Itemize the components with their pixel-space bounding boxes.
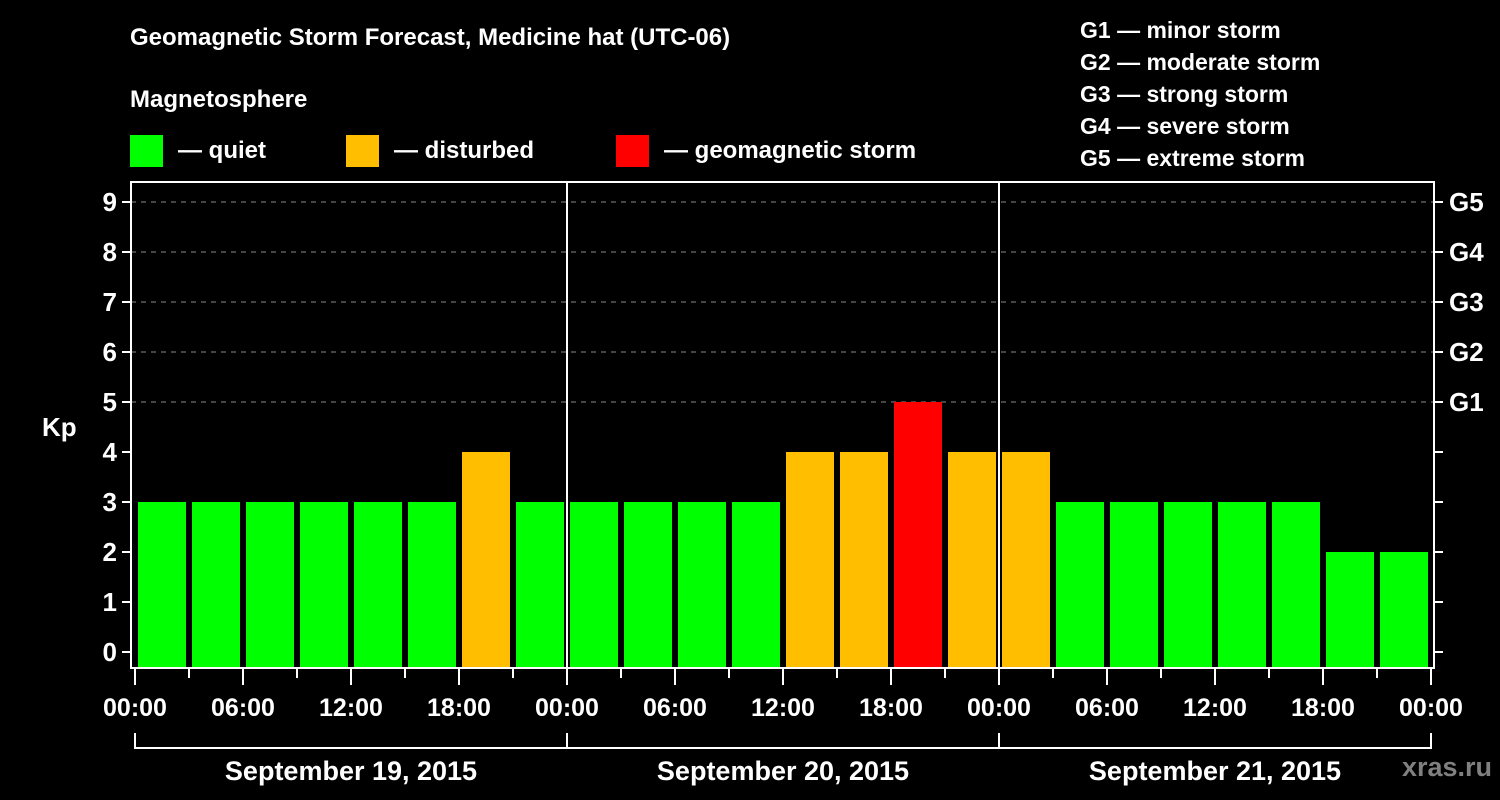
day-bracket-0 [134, 733, 568, 749]
bar-17 [1056, 502, 1104, 668]
bar-8 [570, 502, 618, 668]
y2tick-label-G1: G1 [1449, 387, 1484, 417]
xtick-label-7: 18:00 [859, 694, 923, 722]
bar-16 [1002, 452, 1050, 668]
ytick-label-0: 0 [103, 637, 117, 667]
bar-6 [462, 452, 510, 668]
xtick-label-9: 06:00 [1075, 694, 1139, 722]
ytick-label-2: 2 [103, 537, 117, 567]
day-bracket-2 [998, 733, 1432, 749]
legend-label-quiet: — quiet [178, 137, 266, 164]
watermark: xras.ru [1401, 752, 1492, 782]
legend-item-quiet: — quiet [130, 135, 266, 167]
bar-0 [138, 502, 186, 668]
ytick-label-5: 5 [103, 387, 117, 417]
day-label-2: September 21, 2015 [1089, 756, 1341, 786]
bar-18 [1110, 502, 1158, 668]
ytick-label-7: 7 [103, 287, 117, 317]
chart-subtitle: Magnetosphere [130, 86, 308, 113]
day-label-1: September 20, 2015 [657, 756, 909, 786]
bar-15 [948, 452, 996, 668]
day-brackets: September 19, 2015 September 20, 2015 Sept… [134, 733, 1432, 786]
storm-scale-g2: G2 — moderate storm [1080, 49, 1321, 75]
y2tick-label-G3: G3 [1449, 287, 1484, 317]
xtick-label-5: 06:00 [643, 694, 707, 722]
ytick-label-3: 3 [103, 487, 117, 517]
x-axis-ticks: 00:00 06:00 12:00 18:00 00:00 06:00 12:00 18:00… [103, 668, 1463, 722]
legend-swatch-disturbed [346, 135, 379, 167]
storm-scale-g5: G5 — extreme storm [1080, 145, 1305, 171]
xtick-label-11: 18:00 [1291, 694, 1355, 722]
day-label-0: September 19, 2015 [225, 756, 477, 786]
bar-7 [516, 502, 564, 668]
legend-label-disturbed: — disturbed [394, 137, 535, 164]
y-axis-ticks: 0 1 2 3 4 5 6 7 8 9 [103, 187, 131, 667]
day-bracket-1 [566, 733, 1000, 749]
legend-swatch-storm [616, 135, 649, 167]
bar-4 [354, 502, 402, 668]
ytick-label-9: 9 [103, 187, 117, 217]
bar-21 [1272, 502, 1320, 668]
legend-label-storm: — geomagnetic storm [664, 137, 917, 164]
ytick-label-6: 6 [103, 337, 117, 367]
ytick-label-4: 4 [103, 437, 118, 467]
y2tick-label-G2: G2 [1449, 337, 1484, 367]
bar-20 [1218, 502, 1266, 668]
chart-title: Geomagnetic Storm Forecast, Medicine hat… [130, 24, 731, 51]
bar-1 [192, 502, 240, 668]
xtick-label-4: 00:00 [535, 694, 599, 722]
y2-axis-ticks: G1 G2 G3 G4 G5 [1434, 187, 1484, 653]
bar-5 [408, 502, 456, 668]
bar-14 [894, 402, 942, 668]
legend-swatch-quiet [130, 135, 163, 167]
legend-item-disturbed: — disturbed [346, 135, 534, 167]
xtick-label-12: 00:00 [1399, 694, 1463, 722]
xtick-label-6: 12:00 [751, 694, 815, 722]
bar-9 [624, 502, 672, 668]
bar-13 [840, 452, 888, 668]
ytick-label-1: 1 [103, 587, 117, 617]
xtick-label-10: 12:00 [1183, 694, 1247, 722]
xtick-label-3: 18:00 [427, 694, 491, 722]
bar-23 [1380, 552, 1428, 668]
storm-scale-legend: G1 — minor storm G2 — moderate storm G3 … [1080, 14, 1320, 174]
xtick-label-1: 06:00 [211, 694, 275, 722]
ytick-label-8: 8 [103, 237, 117, 267]
legend-item-storm: — geomagnetic storm [616, 135, 916, 167]
y2tick-label-G5: G5 [1449, 187, 1484, 217]
bar-22 [1326, 552, 1374, 668]
xtick-label-8: 00:00 [967, 694, 1031, 722]
y2tick-label-G4: G4 [1449, 237, 1484, 267]
bar-19 [1164, 502, 1212, 668]
y-axis-label: Kp [42, 412, 77, 442]
storm-scale-g4: G4 — severe storm [1080, 113, 1290, 139]
bar-11 [732, 502, 780, 668]
bars [138, 402, 1428, 668]
xtick-label-0: 00:00 [103, 694, 167, 722]
gridlines [131, 201, 1434, 403]
bar-10 [678, 502, 726, 668]
storm-scale-g1: G1 — minor storm [1080, 17, 1281, 43]
xtick-label-2: 12:00 [319, 694, 383, 722]
bar-2 [246, 502, 294, 668]
bar-12 [786, 452, 834, 668]
storm-scale-g3: G3 — strong storm [1080, 81, 1289, 107]
bar-3 [300, 502, 348, 668]
